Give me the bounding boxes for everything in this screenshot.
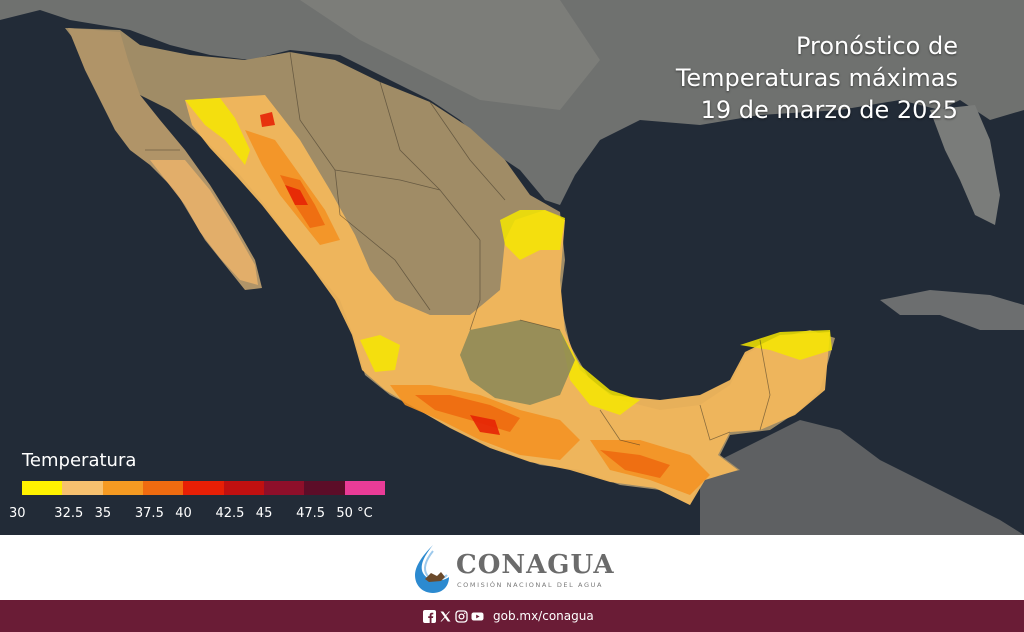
legend-tick-label: 35 (94, 506, 112, 521)
x-icon[interactable] (439, 610, 452, 623)
legend-title: Temperatura (22, 450, 137, 471)
conagua-emblem-icon (415, 545, 449, 593)
legend-swatch (223, 481, 264, 495)
forecast-map (0, 0, 1024, 535)
legend-swatch (304, 481, 345, 495)
legend-tick-label: 32.5 (54, 506, 84, 521)
central-america (700, 420, 1024, 535)
temp-zone-30-32d (560, 330, 640, 415)
temp-zone-40-42 (285, 185, 308, 205)
footer-url[interactable]: gob.mx/conagua (493, 609, 594, 623)
legend-tick-label: 40 (175, 506, 192, 521)
temp-zone-37-40c (600, 450, 670, 478)
temp-zone-40-42b (470, 415, 500, 435)
temp-zone-32-35 (185, 95, 830, 505)
legend-swatch (22, 481, 63, 495)
legend-swatches (22, 481, 385, 495)
social-links: gob.mx/conagua (423, 609, 594, 623)
legend-tick-label: 47.5 (296, 506, 326, 521)
youtube-icon[interactable] (471, 610, 484, 623)
footer-bar (0, 600, 1024, 632)
legend-tick-label: 50 °C (336, 506, 373, 521)
conagua-logo[interactable]: CONAGUA COMISIÓN NACIONAL DEL AGUA (411, 543, 621, 595)
map-graphic (0, 0, 1024, 535)
florida (930, 105, 1000, 225)
temp-zone-30-32e (360, 335, 400, 372)
legend-tick-label: 30 (9, 506, 26, 521)
facebook-icon[interactable] (423, 609, 436, 623)
usa-land (0, 0, 1024, 205)
central-highlands (460, 320, 575, 405)
temp-zone-30-32b (500, 210, 565, 260)
temp-zone-baja (150, 160, 258, 285)
legend-tick-label: 45 (255, 506, 273, 521)
logo-name: CONAGUA (456, 550, 615, 580)
legend-swatch (62, 481, 103, 495)
title-line-1: Pronóstico de (795, 32, 958, 60)
legend-swatch (142, 481, 184, 495)
legend-swatch (344, 481, 385, 495)
legend-swatch (102, 481, 143, 495)
legend-tick-label: 42.5 (215, 506, 245, 521)
state-borders (145, 51, 771, 446)
legend-swatch (263, 481, 305, 495)
instagram-icon[interactable] (455, 609, 468, 623)
temp-zone-30-32 (185, 98, 250, 165)
logo-subtitle: COMISIÓN NACIONAL DEL AGUA (457, 581, 604, 589)
usa-texture (300, 0, 600, 110)
title-line-2: Temperaturas máximas (675, 64, 958, 92)
cuba (880, 290, 1024, 330)
footer-logo-area (0, 535, 1024, 600)
legend-swatch (183, 481, 224, 495)
temp-zone-40-42c (260, 112, 275, 127)
legend-ticks: 30 32.5 35 37.5 40 42.5 45 47.5 50 °C (9, 506, 402, 526)
temp-zone-30-32c (740, 330, 832, 360)
title-line-3: 19 de marzo de 2025 (700, 96, 958, 124)
legend-tick-label: 37.5 (134, 506, 164, 521)
map-title: Pronóstico de Temperaturas máximas 19 de… (538, 30, 958, 126)
temperature-legend: Temperatura 30 32.5 35 37.5 40 42.5 45 47.5 50 °… (9, 450, 402, 526)
